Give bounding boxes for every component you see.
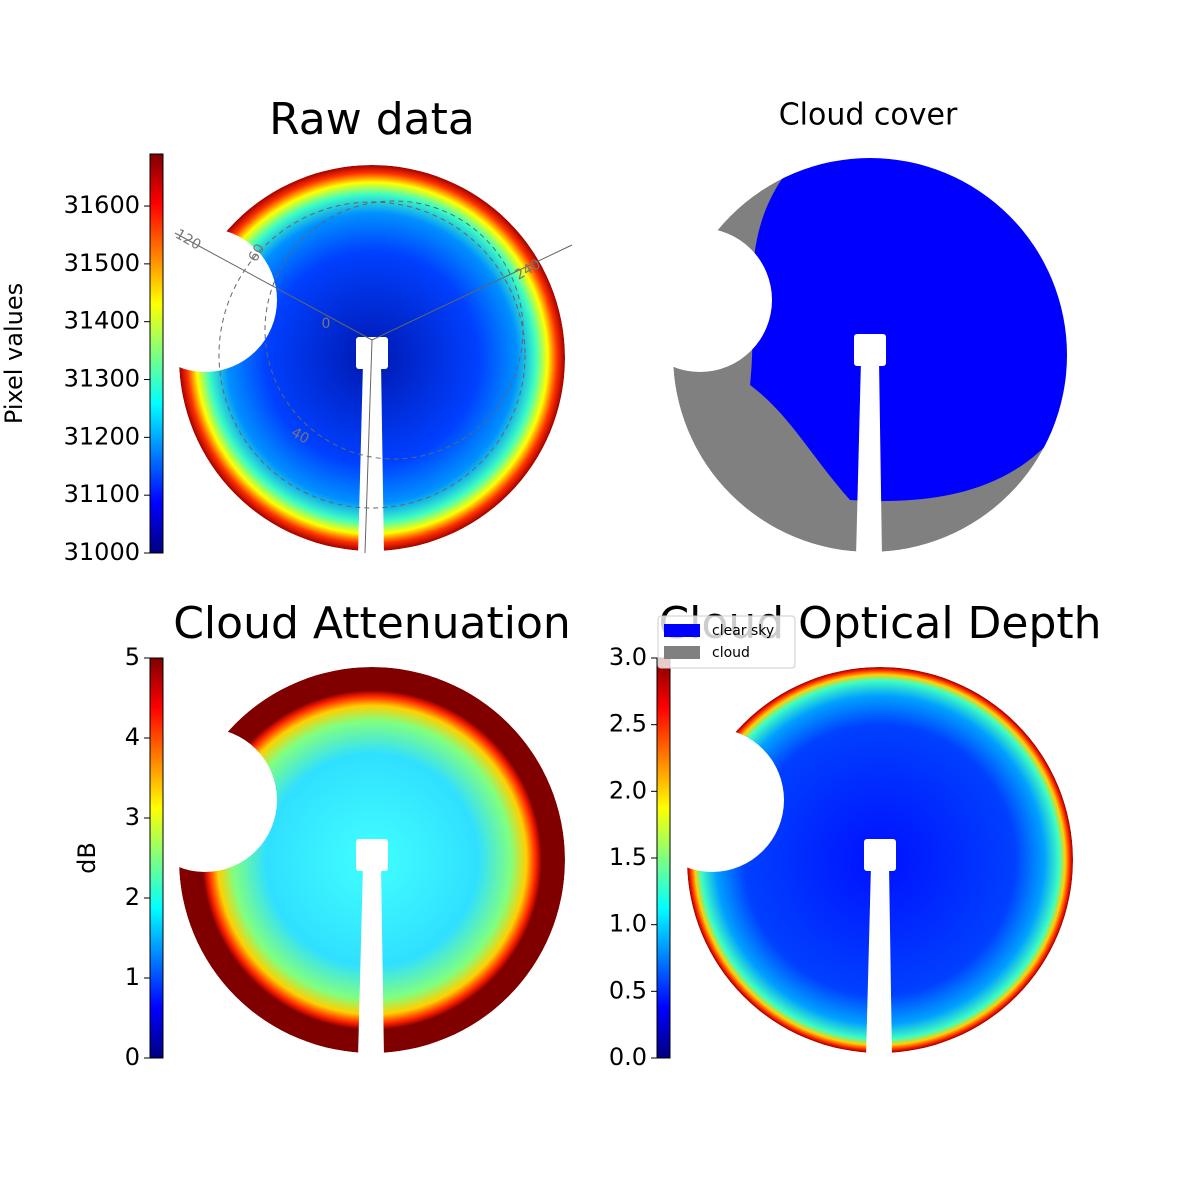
obstruction xyxy=(856,360,882,557)
colorbar-label: dB xyxy=(73,842,101,874)
grid-annotation: 120 xyxy=(172,226,203,253)
obstruction xyxy=(854,334,886,366)
colorbar-tick-label: 31600 xyxy=(64,191,140,219)
colorbar-tick-label: 1.5 xyxy=(609,843,647,871)
zenith-circle xyxy=(218,201,526,509)
colorbar xyxy=(149,657,164,1059)
grid-annotation: 0 xyxy=(322,316,331,332)
panel-title: Cloud cover xyxy=(779,98,958,133)
colorbar xyxy=(149,153,164,554)
panel-title: Cloud Attenuation xyxy=(173,598,571,649)
clear-sky-region xyxy=(750,145,1070,502)
zenith-circle xyxy=(264,200,524,460)
grid-annotation: 40 xyxy=(288,425,311,448)
colorbar xyxy=(656,657,671,1059)
colorbar-tick-label: 0 xyxy=(125,1043,140,1071)
grid-annotation: 60 xyxy=(246,241,269,264)
colorbar-tick-label: 31300 xyxy=(64,365,140,393)
colorbar-tick-label: 3.0 xyxy=(609,643,647,671)
colorbar-tick-label: 31400 xyxy=(64,307,140,335)
azimuth-line xyxy=(371,244,573,341)
legend-swatch xyxy=(664,646,700,659)
panel-title: Raw data xyxy=(269,94,475,145)
colorbar-tick-label: 2 xyxy=(125,883,140,911)
colorbar-tick-label: 3 xyxy=(125,803,140,831)
colorbar-label: Pixel values xyxy=(0,283,28,424)
colorbar-tick-label: 2.5 xyxy=(609,710,647,738)
colorbar-tick-label: 0.5 xyxy=(609,976,647,1004)
legend-swatch xyxy=(664,624,700,637)
legend-label: cloud xyxy=(712,645,750,661)
legend-label: clear sky xyxy=(712,623,774,639)
colorbar-tick-label: 31000 xyxy=(64,538,140,566)
colorbar-tick-label: 1.0 xyxy=(609,910,647,938)
colorbar-tick-label: 4 xyxy=(125,723,140,751)
azimuth-line xyxy=(174,232,373,341)
obstruction xyxy=(358,865,384,1058)
colorbar-tick-label: 31200 xyxy=(64,422,140,450)
colorbar-tick-label: 0.0 xyxy=(609,1043,647,1071)
obstruction xyxy=(864,839,896,871)
obstruction xyxy=(356,839,388,871)
colorbar-tick-label: 31100 xyxy=(64,480,140,508)
colorbar-tick-label: 5 xyxy=(125,643,140,671)
obstruction xyxy=(866,865,892,1058)
azimuth-line xyxy=(364,339,373,554)
colorbar-tick-label: 2.0 xyxy=(609,776,647,804)
colorbar-tick-label: 31500 xyxy=(64,249,140,277)
colorbar-tick-label: 1 xyxy=(125,963,140,991)
